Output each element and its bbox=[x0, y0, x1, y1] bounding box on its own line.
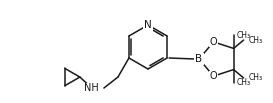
Text: O: O bbox=[210, 37, 217, 47]
Text: CH₃: CH₃ bbox=[237, 78, 251, 87]
Text: B: B bbox=[195, 54, 203, 64]
Text: CH₃: CH₃ bbox=[249, 73, 263, 82]
Text: NH: NH bbox=[84, 83, 99, 93]
Text: CH₃: CH₃ bbox=[237, 31, 251, 40]
Text: O: O bbox=[210, 71, 217, 81]
Text: CH₃: CH₃ bbox=[249, 36, 263, 45]
Text: N: N bbox=[144, 20, 152, 30]
